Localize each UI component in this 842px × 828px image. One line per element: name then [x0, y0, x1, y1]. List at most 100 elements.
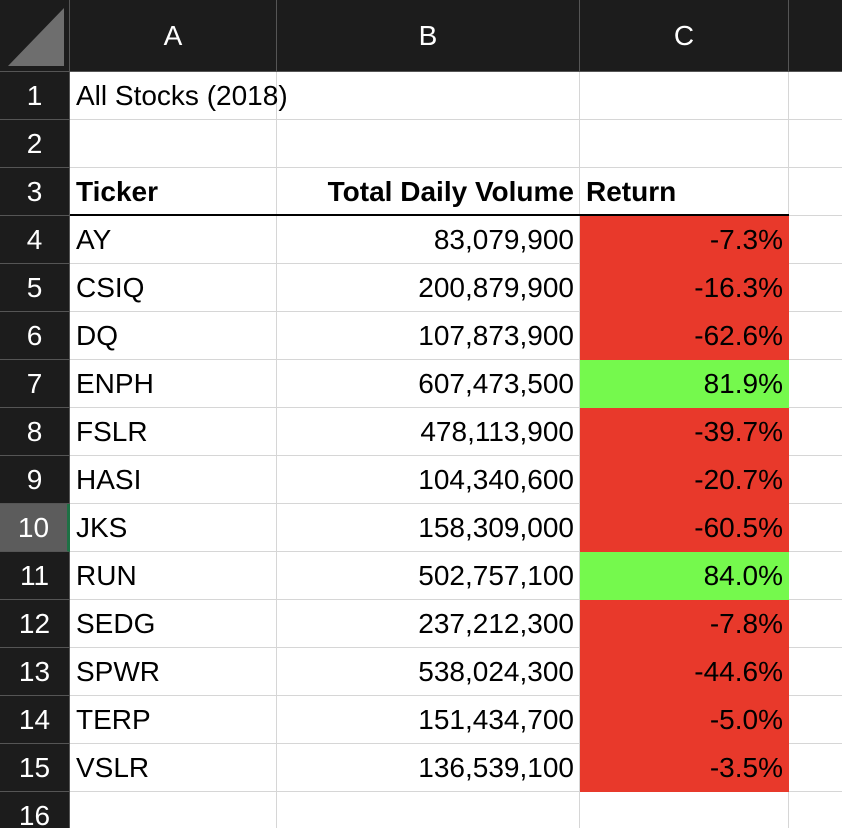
row-header[interactable]: 3 — [0, 168, 70, 216]
return-cell: -62.6% — [580, 312, 789, 360]
cell[interactable] — [70, 600, 277, 648]
cell[interactable] — [789, 120, 842, 168]
ticker-cell: SEDG — [76, 608, 156, 639]
return-cell: -7.3% — [580, 216, 789, 264]
volume-cell: 83,079,900 — [433, 224, 574, 255]
row-header[interactable]: 6 — [0, 312, 70, 360]
cell[interactable] — [70, 504, 277, 552]
cell[interactable] — [789, 360, 842, 408]
cell[interactable] — [789, 264, 842, 312]
row-header[interactable]: 11 — [0, 552, 70, 600]
return-cell: -60.5% — [580, 504, 789, 552]
cell[interactable] — [277, 744, 580, 792]
row-header[interactable]: 2 — [0, 120, 70, 168]
volume-cell: 502,757,100 — [418, 560, 574, 591]
cell[interactable] — [277, 360, 580, 408]
return-cell: -16.3% — [580, 264, 789, 312]
cell[interactable] — [70, 456, 277, 504]
row-header[interactable]: 7 — [0, 360, 70, 408]
cell[interactable] — [789, 168, 842, 216]
row-header[interactable]: 8 — [0, 408, 70, 456]
ticker-cell: TERP — [76, 704, 151, 735]
volume-cell: 478,113,900 — [420, 416, 574, 447]
cell[interactable] — [70, 216, 277, 264]
cell[interactable] — [277, 552, 580, 600]
cell[interactable] — [789, 72, 842, 120]
cell[interactable] — [789, 552, 842, 600]
return-cell: -20.7% — [580, 456, 789, 504]
volume-cell: 200,879,900 — [418, 272, 574, 303]
ticker-cell: AY — [76, 224, 112, 255]
cell[interactable] — [789, 696, 842, 744]
cell[interactable] — [70, 408, 277, 456]
cell[interactable] — [277, 648, 580, 696]
cell[interactable] — [70, 648, 277, 696]
cell[interactable] — [789, 792, 842, 828]
cell[interactable] — [70, 744, 277, 792]
column-title: Total Daily Volume — [327, 176, 574, 207]
return-cell: 81.9% — [580, 360, 789, 408]
cell[interactable] — [789, 744, 842, 792]
column-header[interactable]: A — [70, 0, 277, 72]
cell[interactable] — [70, 552, 277, 600]
column-header[interactable]: C — [580, 0, 789, 72]
return-cell: 84.0% — [580, 552, 789, 600]
row-header[interactable]: 12 — [0, 600, 70, 648]
cell[interactable] — [277, 72, 580, 120]
row-header[interactable]: 10 — [0, 504, 70, 552]
cell[interactable] — [277, 456, 580, 504]
cell[interactable] — [580, 72, 789, 120]
volume-cell: 158,309,000 — [418, 512, 574, 543]
cell[interactable] — [70, 264, 277, 312]
column-header[interactable] — [789, 0, 842, 72]
corner-triangle — [8, 8, 64, 66]
cell[interactable] — [70, 72, 277, 120]
cell[interactable] — [580, 792, 789, 828]
row-header[interactable]: 1 — [0, 72, 70, 120]
cell[interactable] — [277, 504, 580, 552]
cell[interactable] — [277, 696, 580, 744]
cell[interactable] — [277, 216, 580, 264]
cell[interactable] — [277, 792, 580, 828]
row-header[interactable]: 16 — [0, 792, 70, 828]
cell[interactable] — [789, 456, 842, 504]
cell[interactable] — [580, 120, 789, 168]
cell[interactable] — [789, 600, 842, 648]
volume-cell: 607,473,500 — [418, 368, 574, 399]
cell[interactable] — [277, 600, 580, 648]
sheet-title: All Stocks (2018) — [76, 80, 288, 111]
ticker-cell: RUN — [76, 560, 137, 591]
cell[interactable] — [70, 696, 277, 744]
row-header[interactable]: 15 — [0, 744, 70, 792]
cell[interactable] — [70, 360, 277, 408]
row-header[interactable]: 4 — [0, 216, 70, 264]
volume-cell: 136,539,100 — [418, 752, 574, 783]
ticker-cell: DQ — [76, 320, 118, 351]
volume-cell: 538,024,300 — [418, 656, 574, 687]
cell[interactable] — [789, 648, 842, 696]
cell[interactable] — [789, 312, 842, 360]
header-underline — [70, 214, 789, 216]
return-cell: -39.7% — [580, 408, 789, 456]
row-header[interactable]: 14 — [0, 696, 70, 744]
row-header[interactable]: 5 — [0, 264, 70, 312]
cell[interactable] — [789, 408, 842, 456]
cell[interactable] — [789, 504, 842, 552]
cell[interactable] — [70, 120, 277, 168]
cell[interactable] — [277, 120, 580, 168]
select-all-corner[interactable] — [0, 0, 70, 72]
row-header[interactable]: 9 — [0, 456, 70, 504]
cell[interactable] — [70, 312, 277, 360]
cell[interactable] — [789, 216, 842, 264]
cell[interactable] — [277, 312, 580, 360]
volume-cell: 107,873,900 — [418, 320, 574, 351]
cell[interactable] — [277, 408, 580, 456]
ticker-cell: JKS — [76, 512, 128, 543]
return-cell: -5.0% — [580, 696, 789, 744]
cell[interactable] — [277, 264, 580, 312]
column-header[interactable]: B — [277, 0, 580, 72]
row-header[interactable]: 13 — [0, 648, 70, 696]
cell[interactable] — [70, 792, 277, 828]
volume-cell: 104,340,600 — [418, 464, 574, 495]
